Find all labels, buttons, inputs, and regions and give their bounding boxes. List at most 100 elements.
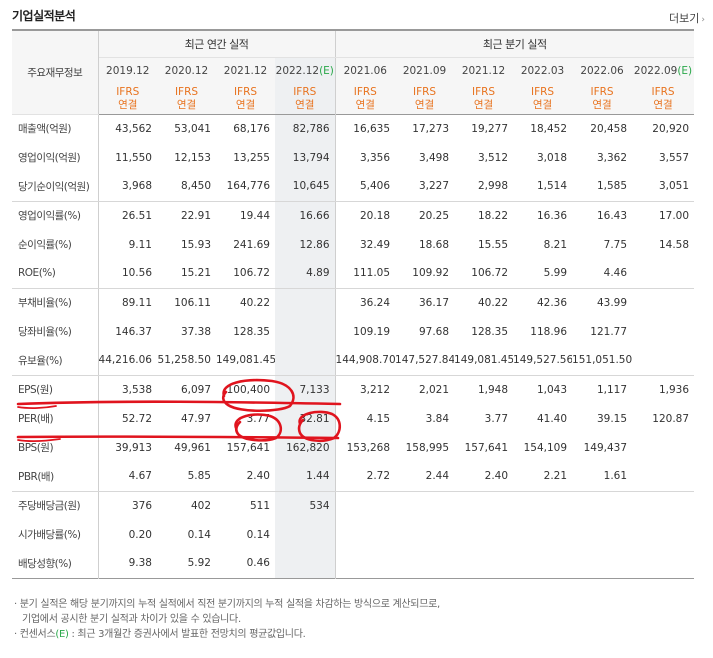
table-cell: 4.46 — [572, 259, 633, 289]
consolidated-label: 연결 — [176, 98, 197, 111]
consolidated-label: 연결 — [118, 98, 138, 111]
table-cell: 10,645 — [275, 172, 336, 202]
ifrs-header: IFRS 연결 — [513, 84, 573, 114]
table-cell: 26.51 — [121, 209, 152, 222]
table-cell: 147,527.84 — [395, 346, 455, 376]
table-cell: 2.40 — [216, 462, 275, 492]
ifrs-header: IFRS 연결 — [572, 84, 633, 114]
table-cell: 2,998 — [454, 172, 514, 202]
table-cell: 5.99 — [513, 259, 573, 289]
table-cell: 11,550 — [115, 151, 152, 164]
table-cell — [572, 520, 632, 549]
table-row: 주당배당금(원) 376 402 511 534 — [12, 491, 694, 520]
table-cell: 43.99 — [596, 296, 628, 309]
ifrs-label: IFRS — [233, 85, 258, 98]
table-cell — [275, 346, 336, 376]
consolidated-label: 연결 — [414, 98, 435, 111]
table-row: 당기순이익(억원) 3,968 8,450 164,776 10,645 5,406 3,2… — [12, 172, 695, 202]
period-header: 2021.12 — [216, 57, 275, 84]
table-cell: 154,109 — [523, 441, 568, 454]
table-cell — [632, 259, 695, 289]
ifrs-label: IFRS — [471, 85, 496, 98]
table-cell: 1,948 — [477, 383, 509, 396]
table-cell: 9.38 — [128, 557, 152, 570]
more-link[interactable]: 더보기 › — [669, 10, 705, 26]
table-cell: 109.19 — [353, 325, 391, 338]
footnote-2-text: : 최근 3개월간 증권사에서 발표한 전망치의 평균값입니다. — [71, 629, 306, 640]
table-cell: 118.96 — [530, 325, 568, 338]
table-cell: 10.56 — [98, 259, 157, 289]
table-cell: 53,041 — [157, 113, 216, 143]
quarter-group-header: 최근 분기 실적 — [335, 30, 695, 58]
row-label: 매출액(억원) — [12, 113, 99, 143]
table-row: PBR(배) 4.67 5.85 2.40 1.44 2.72 2.44 2.40 2.21 1.… — [12, 462, 695, 492]
table-cell: 19,277 — [454, 113, 514, 143]
table-cell: 16,635 — [335, 113, 396, 143]
table-cell: 5.92 — [187, 557, 211, 570]
consolidated-label: 연결 — [653, 98, 673, 111]
table-cell: 1,117 — [596, 383, 628, 396]
table-cell: 3,212 — [359, 383, 391, 396]
table-cell: 153,268 — [346, 441, 391, 454]
table-cell: 128.35 — [471, 325, 509, 338]
consolidated-label: 연결 — [295, 98, 315, 111]
table-cell: 15.55 — [477, 238, 509, 251]
row-label: BPS(원) — [12, 433, 99, 462]
table-cell: 1,043 — [536, 383, 568, 396]
table-cell — [335, 549, 395, 578]
footnote-1-cont: 기업에서 공시한 분기 실적과 차이가 있을 수 있습니다. — [22, 614, 241, 625]
table-cell: 3,227 — [395, 172, 455, 202]
table-cell: 20,920 — [632, 113, 695, 143]
annual-group-header: 최근 연간 실적 — [98, 30, 336, 58]
table-cell: 39.15 — [596, 412, 628, 425]
table-cell — [395, 491, 454, 520]
table-cell: 2.21 — [513, 462, 573, 492]
table-cell: 0.14 — [187, 528, 211, 541]
period-header: 2020.12 — [157, 57, 216, 84]
row-label: 유보율(%) — [12, 346, 99, 376]
table-cell: 18,452 — [513, 113, 573, 143]
table-cell: 3,538 — [121, 383, 152, 396]
table-cell: 18.22 — [477, 209, 509, 222]
table-cell: 4.67 — [98, 462, 157, 492]
row-label: 순이익률(%) — [12, 230, 99, 259]
table-cell: 376 — [131, 499, 152, 512]
table-cell — [513, 491, 572, 520]
table-cell: 3,557 — [658, 151, 690, 164]
table-cell: 106.72 — [216, 259, 275, 289]
section-title: 기업실적분석 — [12, 9, 76, 23]
table-cell: 14.58 — [658, 238, 690, 251]
table-cell — [572, 491, 632, 520]
table-row: EPS(원) 3,538 6,097 100,400 7,133 3,212 2,021 1,… — [12, 375, 694, 404]
table-cell: 3,498 — [418, 151, 450, 164]
table-cell: 2.40 — [454, 462, 514, 492]
ifrs-header: IFRS 연결 — [395, 84, 455, 114]
period-label: 2022.06 — [580, 64, 624, 77]
table-cell: 20.18 — [359, 209, 391, 222]
table-cell — [632, 346, 695, 376]
table-cell: 19.44 — [239, 209, 270, 222]
table-cell: 3,362 — [596, 151, 628, 164]
period-label: 2022.09 — [633, 64, 678, 77]
table-cell — [632, 462, 695, 492]
table-cell: 3,051 — [632, 172, 695, 202]
table-cell: 2.72 — [335, 462, 396, 492]
table-cell: 13,255 — [233, 151, 270, 164]
table-cell: 42.36 — [536, 296, 568, 309]
table-cell — [632, 433, 694, 462]
ifrs-header: IFRS 연결 — [275, 84, 336, 114]
period-header: 2022.09(E) — [632, 57, 695, 84]
table-cell: 40.22 — [477, 296, 509, 309]
consolidated-label: 연결 — [473, 98, 494, 111]
table-cell: 5,406 — [335, 172, 396, 202]
table-row: PER(배) 52.72 47.97 3.77 32.81 4.15 3.84 3.77 41.… — [12, 404, 694, 433]
table-cell: 7,133 — [275, 375, 336, 404]
table-cell: 4.89 — [275, 259, 336, 289]
table-cell: 534 — [275, 491, 336, 520]
label-header: 주요재무정보 — [12, 30, 99, 115]
table-cell: 5.85 — [157, 462, 216, 492]
table-cell: 106.72 — [454, 259, 514, 289]
row-label: PBR(배) — [12, 462, 99, 492]
table-cell: 151,051.50 — [572, 346, 633, 376]
table-cell: 12,153 — [174, 151, 211, 164]
